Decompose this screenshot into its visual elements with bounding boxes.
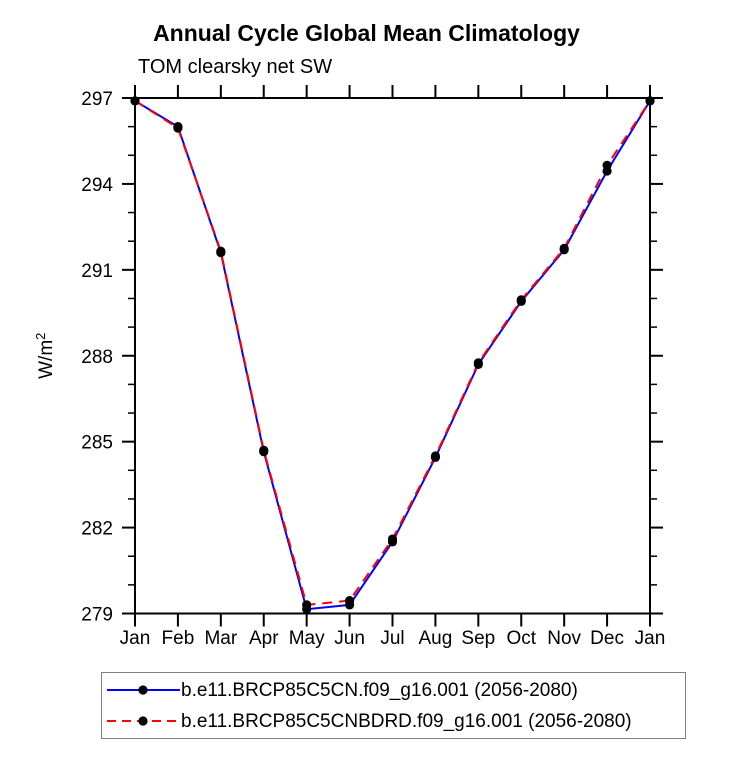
- legend: b.e11.BRCP85C5CN.f09_g16.001 (2056-2080)…: [101, 672, 686, 739]
- x-tick-label: Dec: [590, 628, 624, 649]
- data-point-series-2: [516, 295, 526, 305]
- y-axis: 279 282 285 288 291 294 297: [81, 89, 663, 626]
- y-tick-label: 297: [81, 89, 113, 110]
- x-tick-label: Jun: [334, 628, 365, 649]
- x-tick-label: Oct: [506, 628, 536, 649]
- legend-sample-dashed-line-icon: [107, 716, 180, 726]
- legend-row-series-1: b.e11.BRCP85C5CN.f09_g16.001 (2056-2080): [106, 676, 685, 704]
- legend-row-series-2: b.e11.BRCP85C5CNBDRD.f09_g16.001 (2056-2…: [106, 707, 685, 735]
- data-point-series-2: [302, 600, 312, 610]
- data-point-series-2: [259, 445, 269, 455]
- data-point-series-2: [430, 451, 441, 461]
- y-tick-label: 288: [81, 347, 113, 368]
- y-tick-label: 282: [81, 519, 113, 540]
- x-tick-label: Aug: [419, 628, 453, 649]
- series-line-1: [134, 100, 651, 611]
- data-point-series-2: [344, 596, 355, 606]
- legend-label-series-2: b.e11.BRCP85C5CNBDRD.f09_g16.001 (2056-2…: [181, 710, 632, 732]
- y-tick-label: 279: [81, 605, 113, 626]
- data-point-series-2: [130, 96, 140, 106]
- legend-sample-solid-line-icon: [107, 685, 180, 695]
- data-point-series-2: [173, 123, 183, 133]
- x-tick-label: Mar: [204, 628, 237, 649]
- legend-label-series-1: b.e11.BRCP85C5CN.f09_g16.001 (2056-2080): [181, 679, 578, 701]
- line-chart: 279 282 285 288 291 294 297 W/m2 Jan Feb Mar Apr May…: [33, 85, 666, 649]
- data-point-series-2: [645, 96, 655, 106]
- y-tick-label: 294: [81, 175, 113, 196]
- chart-title: Annual Cycle Global Mean Climatology: [153, 20, 580, 46]
- data-point-series-2: [387, 534, 398, 544]
- data-point-series-2: [473, 358, 483, 368]
- series-line-2: [134, 100, 651, 606]
- y-tick-label: 285: [81, 433, 113, 454]
- data-point-series-2: [559, 243, 569, 253]
- x-tick-label: Feb: [162, 628, 195, 649]
- x-tick-label: Apr: [249, 628, 279, 649]
- x-tick-label: May: [289, 628, 325, 649]
- data-point-series-2: [602, 160, 612, 170]
- y-tick-label: 291: [81, 261, 113, 282]
- y-axis-title: W/m2: [33, 333, 57, 379]
- data-point-series-2: [216, 246, 226, 256]
- x-tick-label: Jan: [635, 628, 666, 649]
- x-tick-label: Nov: [547, 628, 581, 649]
- x-tick-label: Jan: [120, 628, 151, 649]
- chart-subtitle: TOM clearsky net SW: [138, 56, 333, 78]
- x-tick-label: Jul: [380, 628, 404, 649]
- x-axis: Jan Feb Mar Apr May Jun Jul Aug Sep Oct Nov Dec Jan: [120, 85, 666, 649]
- x-tick-label: Sep: [461, 628, 495, 649]
